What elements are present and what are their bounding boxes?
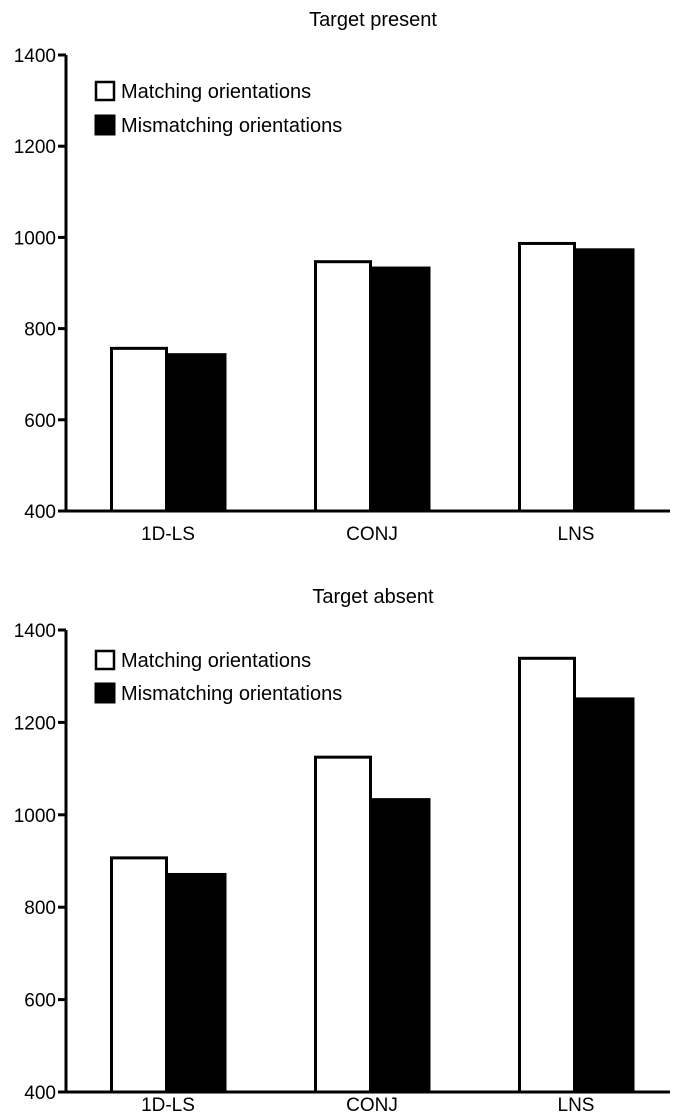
x-category-label: LNS <box>558 524 595 545</box>
legend-swatch-matching <box>94 80 116 102</box>
bars <box>110 656 635 1094</box>
legend: Matching orientations Mismatching orient… <box>94 649 342 705</box>
chart-target-absent: Target absent 400 600 800 1000 1200 1400 1D-LS… <box>14 586 670 1116</box>
x-category-label: LNS <box>558 1095 595 1116</box>
y-tick-label: 1000 <box>14 806 56 827</box>
x-category-label: 1D-LS <box>141 1095 195 1116</box>
x-category-label: CONJ <box>346 1095 398 1116</box>
y-tick-label: 400 <box>24 1083 56 1104</box>
y-tick-label: 600 <box>24 991 56 1012</box>
bar-mismatching-1d-ls <box>167 872 227 1093</box>
y-tick-label: 1400 <box>14 46 56 67</box>
y-tick-label: 800 <box>24 898 56 919</box>
legend-label-matching: Matching orientations <box>121 650 311 672</box>
y-tick-label: 800 <box>24 320 56 341</box>
legend-swatch-matching <box>94 649 116 671</box>
bar-matching-1d-ls <box>110 856 168 1094</box>
bar-mismatching-conj <box>371 798 431 1093</box>
legend-swatch-mismatching <box>94 682 116 704</box>
legend-label-matching: Matching orientations <box>121 81 311 103</box>
bar-matching-conj <box>314 260 372 513</box>
bar-matching-lns <box>518 656 576 1094</box>
chart-target-present: Target present 400 600 800 1000 1200 1400 1D-L… <box>14 9 670 545</box>
legend-label-mismatching: Mismatching orientations <box>121 683 342 705</box>
chart-title: Target present <box>309 9 437 31</box>
y-tick-label: 1400 <box>14 621 56 642</box>
bar-mismatching-1d-ls <box>167 353 227 512</box>
x-category-label: CONJ <box>346 524 398 545</box>
bar-mismatching-lns <box>575 697 635 1093</box>
bar-matching-lns <box>518 241 576 513</box>
bar-matching-1d-ls <box>110 346 168 513</box>
bar-mismatching-lns <box>575 248 635 512</box>
y-tick-label: 1200 <box>14 137 56 158</box>
bar-matching-conj <box>314 755 372 1094</box>
y-tick-label: 400 <box>24 502 56 523</box>
bar-mismatching-conj <box>371 266 431 512</box>
x-category-label: 1D-LS <box>141 524 195 545</box>
legend-label-mismatching: Mismatching orientations <box>121 115 342 137</box>
legend-swatch-mismatching <box>94 114 116 136</box>
bars <box>110 241 635 513</box>
y-tick-label: 600 <box>24 411 56 432</box>
y-tick-label: 1000 <box>14 228 56 249</box>
chart-title: Target absent <box>312 586 434 608</box>
y-tick-label: 1200 <box>14 713 56 734</box>
legend: Matching orientations Mismatching orient… <box>94 80 342 137</box>
